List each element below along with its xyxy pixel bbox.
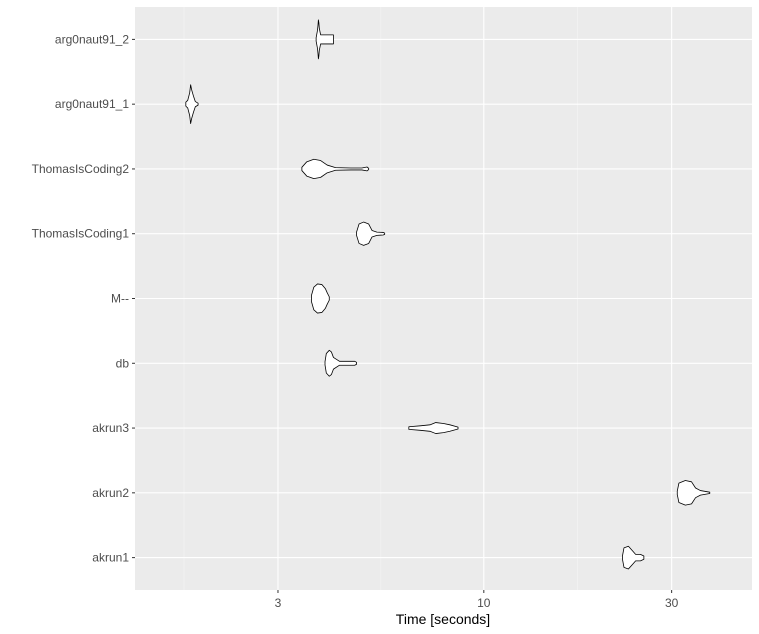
violin-db <box>324 349 357 377</box>
y-axis-ticks: arg0naut91_2 arg0naut91_1 ThomasIsCoding2 T… <box>32 32 135 565</box>
y-tick-label: arg0naut91_1 <box>55 97 129 111</box>
violin-akrun3 <box>408 422 459 434</box>
y-tick-label: M-- <box>111 292 129 306</box>
y-tick-label: akrun3 <box>92 421 129 435</box>
violin-M-- <box>311 283 330 314</box>
y-tick-label: ThomasIsCoding2 <box>32 162 130 176</box>
x-tick-label: 10 <box>477 596 491 610</box>
violin-arg0naut91_2 <box>315 19 334 60</box>
x-axis-ticks: 3 10 30 <box>275 590 679 610</box>
violin-arg0naut91_1 <box>185 84 199 124</box>
y-tick-label: arg0naut91_2 <box>55 32 129 46</box>
violin-ThomasIsCoding2 <box>301 158 370 180</box>
violin-ThomasIsCoding1 <box>356 221 386 246</box>
x-tick-label: 30 <box>665 596 679 610</box>
y-tick-label: ThomasIsCoding1 <box>32 227 130 241</box>
y-tick-label: akrun1 <box>92 551 129 565</box>
violin-akrun2 <box>676 480 711 506</box>
violins <box>185 19 711 570</box>
violin-akrun1 <box>622 545 645 570</box>
x-tick-label: 3 <box>275 596 282 610</box>
x-axis-title: Time [seconds] <box>396 611 490 627</box>
y-tick-label: akrun2 <box>92 486 129 500</box>
y-tick-label: db <box>116 356 130 370</box>
